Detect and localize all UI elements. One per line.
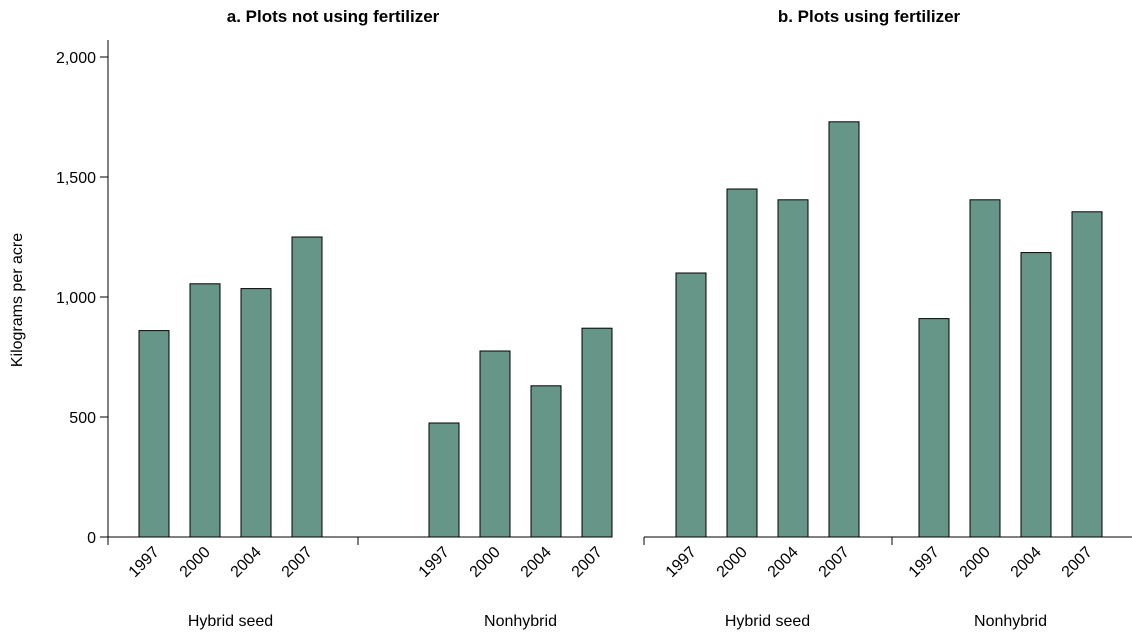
group-label: Hybrid seed <box>725 613 810 630</box>
chart-panel-b: b. Plots using fertilizer 1997 2000 2004 200… <box>643 7 1132 630</box>
bar <box>726 188 758 538</box>
group-label: Hybrid seed <box>188 613 273 630</box>
x-tick-label: 1997 <box>663 544 700 581</box>
y-axis: 0 500 1,000 1,500 2,000 <box>56 40 109 547</box>
x-tick-label: 2000 <box>957 544 994 581</box>
bar <box>1020 252 1052 538</box>
bar <box>291 236 323 538</box>
bar <box>138 330 170 538</box>
y-tick-label: 0 <box>87 530 96 547</box>
group-label: Nonhybrid <box>974 613 1047 630</box>
x-tick-label: 2004 <box>228 544 265 581</box>
bar <box>969 199 1001 538</box>
bar <box>828 121 860 538</box>
x-tick-label: 2007 <box>569 544 606 581</box>
y-tick-label: 500 <box>69 410 96 427</box>
x-tick-label: 1997 <box>126 544 163 581</box>
x-tick-label: 1997 <box>906 544 943 581</box>
x-tick-label: 2004 <box>1008 544 1045 581</box>
bar <box>530 385 562 538</box>
bar <box>581 327 613 538</box>
x-tick-label: 1997 <box>416 544 453 581</box>
x-tick-label: 2000 <box>714 544 751 581</box>
group-label: Nonhybrid <box>484 613 557 630</box>
y-tick-label: 1,500 <box>56 170 96 187</box>
bar <box>240 288 272 538</box>
bar <box>675 272 707 538</box>
x-tick-label: 2007 <box>1059 544 1096 581</box>
bar <box>479 350 511 538</box>
chart-panels: a. Plots not using fertilizer 1997 2000 200… <box>107 7 1132 630</box>
panel-title: b. Plots using fertilizer <box>778 7 961 26</box>
x-tick-label: 2004 <box>765 544 802 581</box>
x-tick-label: 2004 <box>518 544 555 581</box>
bar <box>1071 211 1103 538</box>
bar <box>428 422 460 538</box>
y-tick-label: 1,000 <box>56 290 96 307</box>
y-tick-label: 2,000 <box>56 50 96 67</box>
x-tick-label: 2007 <box>279 544 316 581</box>
x-tick-label: 2007 <box>816 544 853 581</box>
x-tick-label: 2000 <box>177 544 214 581</box>
y-axis-label: Kilograms per acre <box>9 233 26 367</box>
bar <box>777 199 809 538</box>
chart-panel-a: a. Plots not using fertilizer 1997 2000 200… <box>107 7 613 630</box>
bar <box>189 283 221 538</box>
panel-title: a. Plots not using fertilizer <box>227 7 440 26</box>
bar <box>918 318 950 538</box>
x-tick-label: 2000 <box>467 544 504 581</box>
